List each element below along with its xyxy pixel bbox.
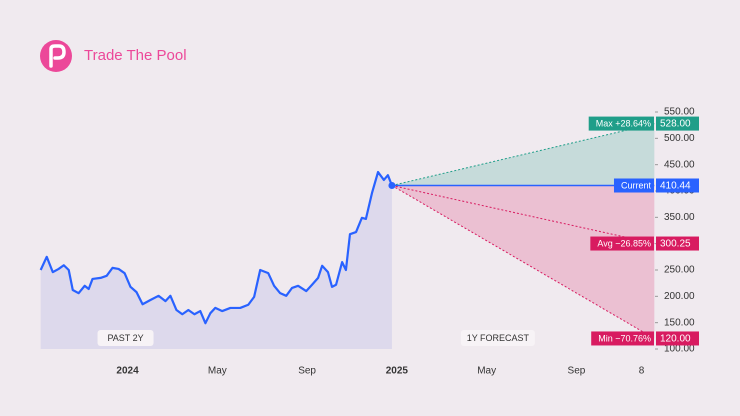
level-label: Current 410.44 xyxy=(613,178,699,193)
x-tick-label: May xyxy=(208,366,227,377)
level-name: Min −70.76% xyxy=(598,333,651,343)
x-tick-label: Sep xyxy=(298,366,316,377)
level-label: Avg −26.85% 300.25 xyxy=(590,236,699,251)
level-value-box xyxy=(656,116,699,131)
logo-glyph xyxy=(49,44,66,68)
x-tick-label: 2025 xyxy=(386,366,409,377)
level-label: Min −70.76% 120.00 xyxy=(591,331,699,346)
level-name-box xyxy=(588,116,654,131)
y-tick-label: 200.00 xyxy=(664,291,695,302)
y-tick-label: 350.00 xyxy=(664,212,695,223)
level-value-box xyxy=(656,236,699,251)
y-tick-label: 550.00 xyxy=(664,107,695,118)
level-name-box xyxy=(613,178,654,193)
level-name: Avg −26.85% xyxy=(597,238,651,248)
level-value: 528.00 xyxy=(660,119,691,130)
x-tick-label: 2024 xyxy=(116,366,139,377)
level-label: Max +28.64% 528.00 xyxy=(588,116,699,131)
forecast-line xyxy=(391,123,655,186)
current-point xyxy=(388,182,396,190)
y-tick-label: 100.00 xyxy=(664,344,695,355)
level-name: Current xyxy=(621,180,652,190)
x-tick-label: Sep xyxy=(568,366,586,377)
annotation-box xyxy=(97,330,154,346)
y-tick-label: 250.00 xyxy=(664,265,695,276)
level-value: 300.25 xyxy=(660,239,691,250)
annotation: PAST 2Y xyxy=(107,333,143,343)
forecast-line xyxy=(391,185,655,339)
y-tick-label: 500.00 xyxy=(664,133,695,144)
forecast-down-area xyxy=(391,185,655,339)
forecast-up-area xyxy=(391,123,655,186)
x-tick-label: 8 xyxy=(639,366,645,377)
brand: Trade The Pool xyxy=(84,47,187,64)
history-area xyxy=(40,172,392,349)
level-value: 120.00 xyxy=(660,334,691,345)
level-value: 410.44 xyxy=(660,181,691,192)
level-name: Max +28.64% xyxy=(596,118,651,128)
x-tick-label: May xyxy=(477,366,496,377)
forecast-line xyxy=(391,185,655,245)
y-tick-label: 450.00 xyxy=(664,159,695,170)
level-name-box xyxy=(590,236,654,251)
annotation-box xyxy=(460,330,535,346)
level-value-box xyxy=(656,331,699,346)
price-line xyxy=(39,170,393,325)
level-value-box xyxy=(656,178,699,193)
level-name-box xyxy=(591,331,654,346)
y-tick-label: 150.00 xyxy=(664,317,695,328)
annotation: 1Y FORECAST xyxy=(467,333,530,343)
